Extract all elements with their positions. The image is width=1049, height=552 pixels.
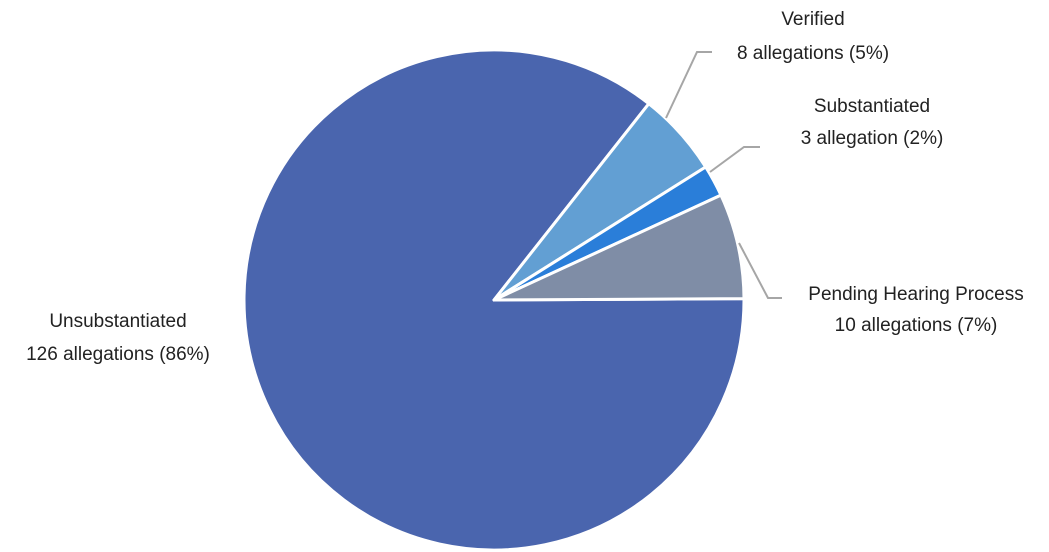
leader-lines <box>665 51 782 299</box>
leader-line-substantiated <box>709 146 760 173</box>
label-pending-category: Pending Hearing Process <box>808 284 1023 305</box>
label-substantiated-category: Substantiated <box>814 96 930 117</box>
label-unsubstantiated-value: 126 allegations (86%) <box>26 344 210 365</box>
pie-slices <box>242 48 746 552</box>
label-verified-category: Verified <box>781 9 844 30</box>
label-substantiated-value: 3 allegation (2%) <box>801 128 944 149</box>
leader-line-verified <box>665 51 712 119</box>
label-verified-value: 8 allegations (5%) <box>737 43 889 64</box>
label-pending-value: 10 allegations (7%) <box>835 315 998 336</box>
label-unsubstantiated-category: Unsubstantiated <box>49 311 186 332</box>
pie-slice-pending-hearing-process <box>492 193 746 302</box>
leader-line-pending <box>738 242 782 299</box>
